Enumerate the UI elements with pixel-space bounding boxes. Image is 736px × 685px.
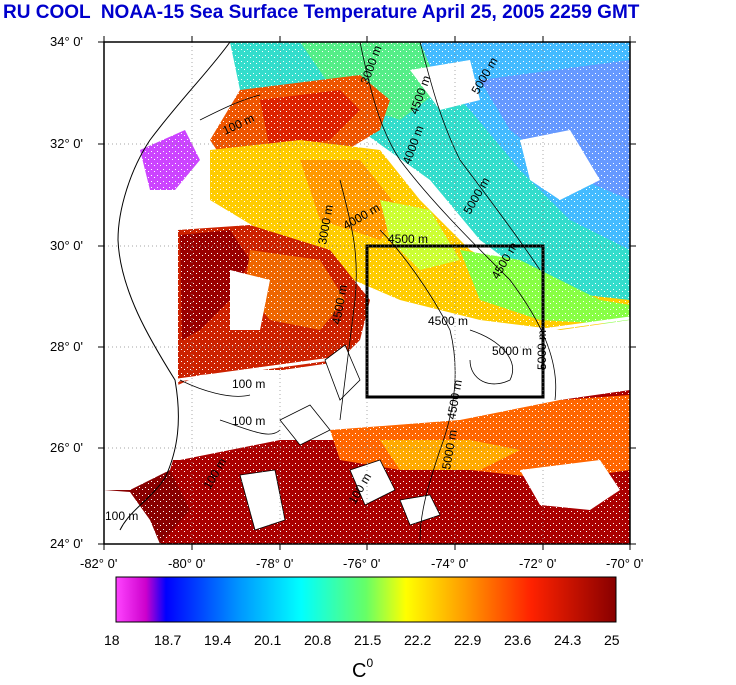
land-florida	[104, 42, 230, 490]
colorbar-tick: 20.1	[254, 632, 282, 648]
map-title: RU COOL NOAA-15 Sea Surface Temperature …	[3, 2, 640, 23]
depth-label: 100 m	[232, 377, 265, 391]
depth-label: 100 m	[232, 414, 265, 428]
colorbar-tick: 24.3	[554, 632, 582, 648]
colorbar-tick: 19.4	[204, 632, 232, 648]
depth-label: 4500 m	[428, 314, 468, 328]
lat-label: 30° 0'	[50, 238, 83, 253]
depth-label: 5000 m	[439, 429, 460, 471]
depth-label: 3000 m	[315, 204, 336, 246]
coastline	[117, 41, 231, 531]
lon-label: -80° 0'	[168, 556, 206, 571]
depth-label: 5000 m	[535, 330, 549, 370]
colorbar-unit: C0	[352, 656, 373, 683]
lon-label: -74° 0'	[431, 556, 469, 571]
colorbar-tick: 18	[104, 632, 120, 648]
lon-label: -76° 0'	[343, 556, 381, 571]
lon-label: -78° 0'	[256, 556, 294, 571]
colorbar	[115, 576, 617, 623]
depth-label: 4500 m	[444, 379, 465, 421]
lat-label: 24° 0'	[50, 536, 83, 551]
lat-label: 26° 0'	[50, 440, 83, 455]
colorbar-tick: 21.5	[354, 632, 382, 648]
colorbar-tick: 25	[604, 632, 620, 648]
colorbar-tick: 20.8	[304, 632, 332, 648]
depth-label: 4500 m	[388, 232, 428, 246]
unit-label: C	[352, 660, 367, 682]
lat-label: 34° 0'	[50, 34, 83, 49]
lat-label: 32° 0'	[50, 136, 83, 151]
colorbar-tick: 23.6	[504, 632, 532, 648]
depth-label: 5000 m	[492, 344, 532, 358]
bathymetry-contours	[179, 41, 557, 541]
lon-label: -82° 0'	[80, 556, 118, 571]
bahamas-islands	[239, 344, 441, 531]
lon-label: -70° 0'	[606, 556, 644, 571]
depth-label: 100 m	[105, 509, 138, 523]
lat-label: 28° 0'	[50, 339, 83, 354]
colorbar-tick: 18.7	[154, 632, 182, 648]
unit-superscript: 0	[366, 656, 374, 670]
colorbar-tick: 22.2	[404, 632, 432, 648]
depth-label: 4500 m	[329, 284, 350, 326]
lon-label: -72° 0'	[519, 556, 557, 571]
colorbar-tick: 22.9	[454, 632, 482, 648]
